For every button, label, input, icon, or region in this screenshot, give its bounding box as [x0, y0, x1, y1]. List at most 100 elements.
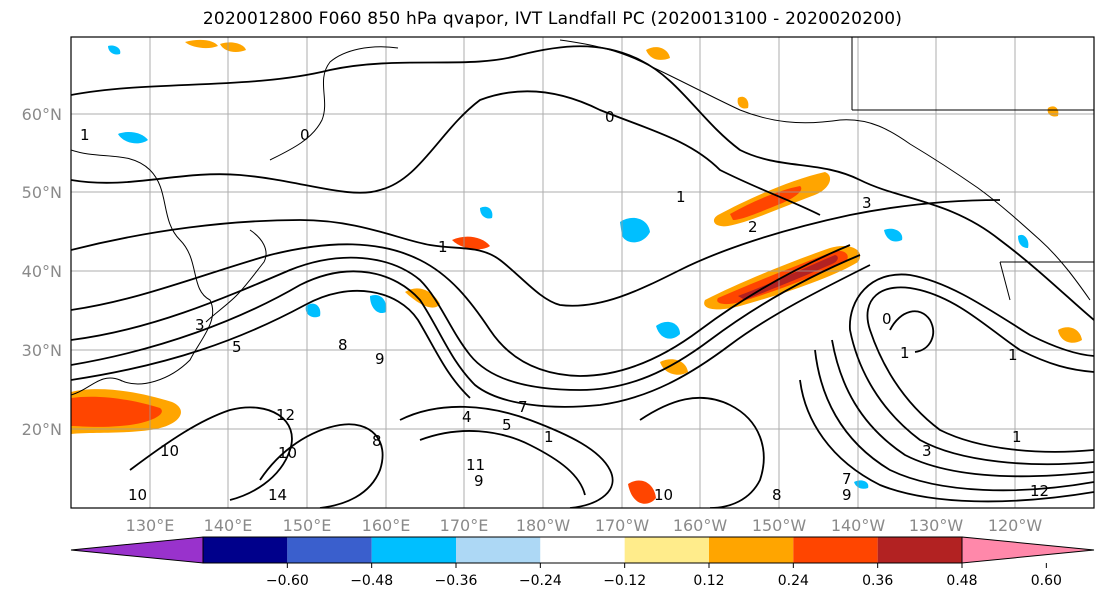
contour-label: 0 — [882, 310, 892, 328]
colorbar-extend-low — [70, 536, 204, 564]
contour-label: 12 — [276, 406, 295, 424]
negative-patch — [656, 321, 680, 339]
contour-line — [419, 430, 586, 496]
lon-label: 170°E — [440, 516, 489, 535]
contour-label: 2 — [748, 218, 758, 236]
negative-patch — [1018, 234, 1029, 248]
positive-patch — [646, 47, 670, 60]
border-us — [999, 261, 1094, 301]
contour-label: 10 — [654, 486, 673, 504]
contour-label: 3 — [862, 194, 872, 212]
lon-label: 160°E — [362, 516, 411, 535]
coastline-alaska-na — [559, 39, 1091, 301]
contour-label: 8 — [772, 486, 782, 504]
map-panel: 0 0 1 1 1 1 2 3 3 0 5 7 8 9 4 5 1 10 12 … — [71, 37, 1094, 508]
contour-label: 9 — [474, 472, 484, 490]
contour-label: 9 — [842, 486, 852, 504]
lon-label: 120°W — [988, 516, 1043, 535]
contour-labels: 0 0 1 1 1 1 2 3 3 0 5 7 8 9 4 5 1 10 12 … — [80, 108, 1049, 504]
colorbar: −0.60 −0.48 −0.36 −0.24 −0.12 0.12 0.24 0.36 0.4… — [70, 536, 1095, 589]
map-title: 2020012800 F060 850 hPa qvapor, IVT Land… — [202, 9, 903, 29]
contour-label: 8 — [372, 432, 382, 450]
colorbar-box — [371, 537, 456, 563]
colorbar-outline — [202, 536, 963, 564]
contour-label: 0 — [300, 126, 310, 144]
contour-label: 5 — [502, 416, 512, 434]
contour-label: 3 — [922, 442, 932, 460]
contour-label: 10 — [278, 444, 297, 462]
contour-line — [399, 405, 614, 508]
contour-label: 7 — [518, 398, 528, 416]
contour-line — [831, 339, 1094, 478]
contour-label: 14 — [268, 486, 287, 504]
lon-label: 150°W — [752, 516, 807, 535]
contour-label: 1 — [438, 238, 448, 256]
colorbar-box — [793, 537, 878, 563]
contour-label: 9 — [375, 350, 385, 368]
lat-label-20n: 20°N — [22, 420, 62, 439]
colorbar-extend-high — [961, 536, 1095, 564]
contour-label: 8 — [338, 336, 348, 354]
lon-label: 180°W — [516, 516, 571, 535]
coastline-kamchatka — [269, 46, 399, 161]
colorbar-tick-label: −0.24 — [519, 573, 562, 589]
lat-label-30n: 30°N — [22, 341, 62, 360]
lon-label: 150°E — [283, 516, 332, 535]
lon-label: 140°W — [831, 516, 886, 535]
lat-label-40n: 40°N — [22, 262, 62, 281]
colorbar-tick-label: −0.60 — [266, 573, 309, 589]
positive-patch — [185, 39, 218, 49]
contour-line — [71, 289, 471, 399]
contour-label: 11 — [466, 456, 485, 474]
lon-label: 160°W — [673, 516, 728, 535]
negative-patch — [108, 45, 121, 55]
positive-patch — [628, 480, 656, 504]
positive-patch — [220, 42, 246, 52]
contour-label: 1 — [544, 428, 554, 446]
negative-patch — [118, 132, 148, 144]
colorbar-box — [709, 537, 794, 563]
map-background — [71, 37, 1094, 508]
colorbar-tick-label: 0.12 — [693, 573, 724, 589]
colorbar-tick-label: −0.12 — [603, 573, 646, 589]
contour-line — [71, 199, 1001, 307]
lat-label-60n: 60°N — [22, 105, 62, 124]
lon-label: 170°W — [595, 516, 650, 535]
coastline-asia — [71, 149, 214, 396]
negative-patch — [620, 217, 650, 243]
graticule — [71, 37, 1094, 508]
colorbar-tick-label: 0.60 — [1031, 573, 1062, 589]
positive-patch — [660, 359, 688, 375]
map-frame — [70, 36, 1095, 509]
positive-patch — [452, 236, 490, 250]
contour-label: 1 — [1012, 428, 1022, 446]
colorbar-tick-label: 0.36 — [862, 573, 893, 589]
negative-patch — [370, 294, 387, 314]
colorbar-box — [624, 537, 709, 563]
colorbar-tick-label: 0.48 — [946, 573, 977, 589]
lon-label: 130°E — [126, 516, 175, 535]
contour-label: 10 — [128, 486, 147, 504]
contour-line — [799, 379, 1094, 503]
coastlines — [71, 37, 1094, 396]
contour-line — [866, 286, 1094, 453]
contour-label: 12 — [1030, 482, 1049, 500]
contour-line — [71, 45, 1094, 321]
contour-line — [259, 423, 384, 508]
contour-label: 3 — [195, 316, 205, 334]
colorbar-box — [287, 537, 372, 563]
colorbar-box — [203, 537, 288, 563]
contour-label: 10 — [160, 442, 179, 460]
positive-patch — [730, 186, 802, 220]
contour-label: 1 — [1008, 346, 1018, 364]
contour-line — [129, 406, 293, 501]
contour-label: 0 — [605, 108, 615, 126]
colorbar-box — [456, 537, 541, 563]
contour-line — [889, 310, 935, 353]
colorbar-tick-label: 0.24 — [778, 573, 809, 589]
lon-label: 140°E — [204, 516, 253, 535]
contour-line — [71, 264, 871, 408]
colorbar-box — [877, 537, 962, 563]
negative-patch — [305, 303, 321, 318]
